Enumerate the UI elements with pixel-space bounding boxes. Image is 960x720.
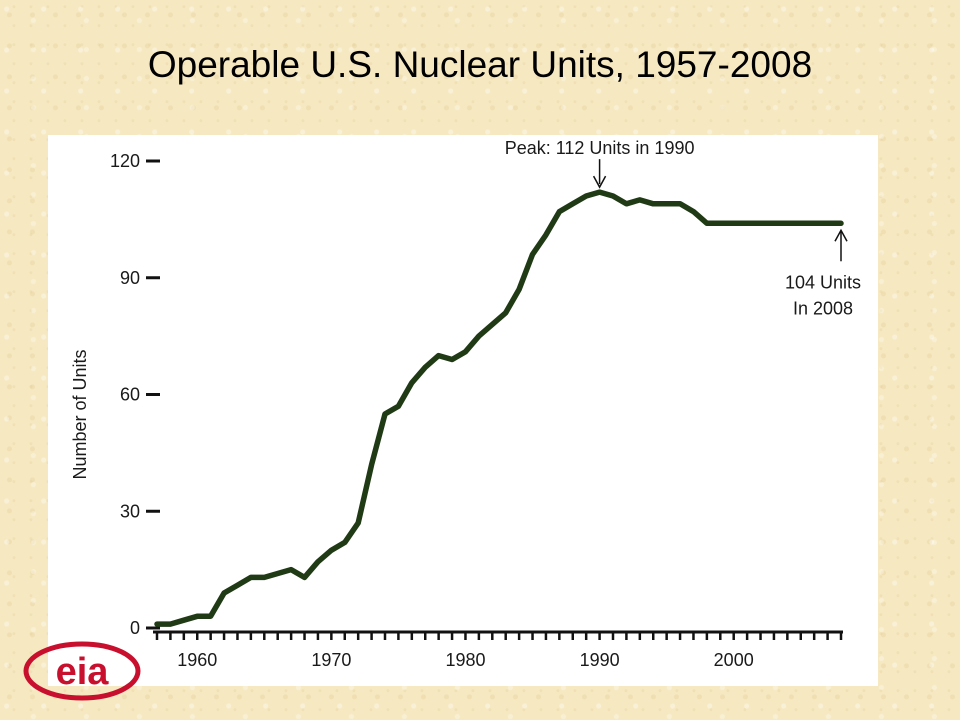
end-arrow-head xyxy=(834,228,848,242)
series-line xyxy=(154,189,844,627)
end-annotation-line: In 2008 xyxy=(793,298,853,318)
logo-ring xyxy=(23,641,141,701)
slide-title: Operable U.S. Nuclear Units, 1957-2008 xyxy=(147,44,813,85)
y-tick-label: 60 xyxy=(120,385,140,405)
logo-text: eia xyxy=(56,651,110,693)
y-tick-label: 120 xyxy=(110,151,140,171)
x-tick-label: 1990 xyxy=(580,650,620,670)
x-tick-label: 1980 xyxy=(445,650,485,670)
y-tick-label: 0 xyxy=(130,618,140,638)
x-tick-label: 2000 xyxy=(714,650,754,670)
end-annotation-line: 104 Units xyxy=(785,272,861,292)
peak-annotation: Peak: 112 Units in 1990 xyxy=(505,138,695,158)
eia-logo: eia xyxy=(23,641,141,701)
peak-arrow-head xyxy=(592,175,607,189)
y-tick-label: 90 xyxy=(120,268,140,288)
chart: 0 30 60 90 120 Number of Units 1960 1970 1980 199… xyxy=(48,135,878,686)
y-axis-title: Number of Units xyxy=(70,349,90,479)
x-tick-label: 1960 xyxy=(177,650,217,670)
y-tick-label: 30 xyxy=(120,501,140,521)
x-tick-label: 1970 xyxy=(311,650,351,670)
